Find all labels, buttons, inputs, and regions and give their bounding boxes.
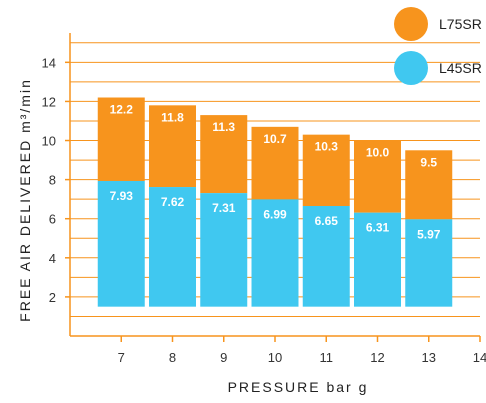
y-axis-title: FREE AIR DELIVERED m³/min	[17, 78, 33, 322]
bar-segment-l45sr	[302, 206, 350, 307]
y-tick-label: 6	[49, 212, 56, 227]
bar-segment-l45sr	[149, 187, 196, 307]
bar-segment-l45sr	[354, 212, 401, 307]
x-tick-label: 14	[473, 350, 486, 365]
bar-segment-l75sr	[97, 97, 145, 181]
x-tick-label: 13	[422, 350, 436, 365]
legend-swatch-l45sr	[394, 51, 428, 85]
legend: L75SR L45SR	[394, 7, 482, 85]
y-tick-label: 8	[49, 173, 56, 188]
x-tick-label: 8	[169, 350, 176, 365]
axes	[65, 33, 481, 342]
bar-segment-l45sr	[200, 193, 248, 307]
value-label-l75sr: 11.3	[212, 120, 235, 134]
y-tick-label: 2	[49, 290, 56, 305]
x-tick-label: 7	[118, 350, 125, 365]
legend-swatch-l75sr	[394, 7, 428, 41]
bar-segment-l75sr	[405, 150, 453, 220]
y-tick-label: 10	[42, 134, 56, 149]
x-tick-label: 12	[370, 350, 384, 365]
x-tick-labels: 7 8 9 10 11 12 13 14	[118, 350, 486, 365]
bar-segment-l45sr	[97, 180, 145, 307]
bar-segment-l75sr	[302, 134, 350, 207]
value-label-l45sr: 7.62	[161, 195, 185, 209]
value-label-l45sr: 7.31	[212, 201, 236, 215]
value-label-l45sr: 5.97	[417, 227, 441, 241]
bar-segment-l75sr	[251, 126, 299, 200]
y-tick-label: 14	[42, 55, 56, 70]
y-tick-label: 4	[49, 251, 56, 266]
bars	[97, 97, 453, 307]
y-tick-label: 12	[42, 94, 56, 109]
legend-label-l45sr: L45SR	[439, 60, 482, 76]
bar-segment-l75sr	[354, 140, 401, 213]
x-tick-label: 11	[320, 350, 334, 365]
value-label-l45sr: 6.65	[315, 214, 339, 228]
x-tick-label: 10	[268, 350, 282, 365]
value-label-l75sr: 10.7	[263, 132, 287, 146]
value-labels: 12.2 7.93 11.8 7.62 11.3 7.31 10.7 6.99 10.3 6.65…	[110, 103, 441, 242]
value-label-l45sr: 6.31	[366, 221, 390, 235]
value-label-l75sr: 9.5	[420, 155, 437, 169]
value-label-l75sr: 11.8	[161, 110, 184, 124]
value-label-l75sr: 12.2	[110, 103, 134, 117]
bar-segment-l75sr	[200, 115, 248, 194]
x-axis-title: PRESSURE bar g	[228, 379, 369, 395]
x-tick-label: 9	[220, 350, 227, 365]
y-tick-labels: 2 4 6 8 10 12 14	[42, 55, 56, 305]
bar-segment-l45sr	[251, 199, 299, 307]
legend-label-l75sr: L75SR	[439, 16, 482, 32]
value-label-l75sr: 10.3	[315, 140, 339, 154]
value-label-l75sr: 10.0	[366, 146, 390, 160]
value-label-l45sr: 6.99	[263, 207, 287, 221]
bar-segment-l45sr	[405, 219, 453, 307]
bar-segment-l75sr	[149, 105, 196, 188]
value-label-l45sr: 7.93	[110, 189, 134, 203]
